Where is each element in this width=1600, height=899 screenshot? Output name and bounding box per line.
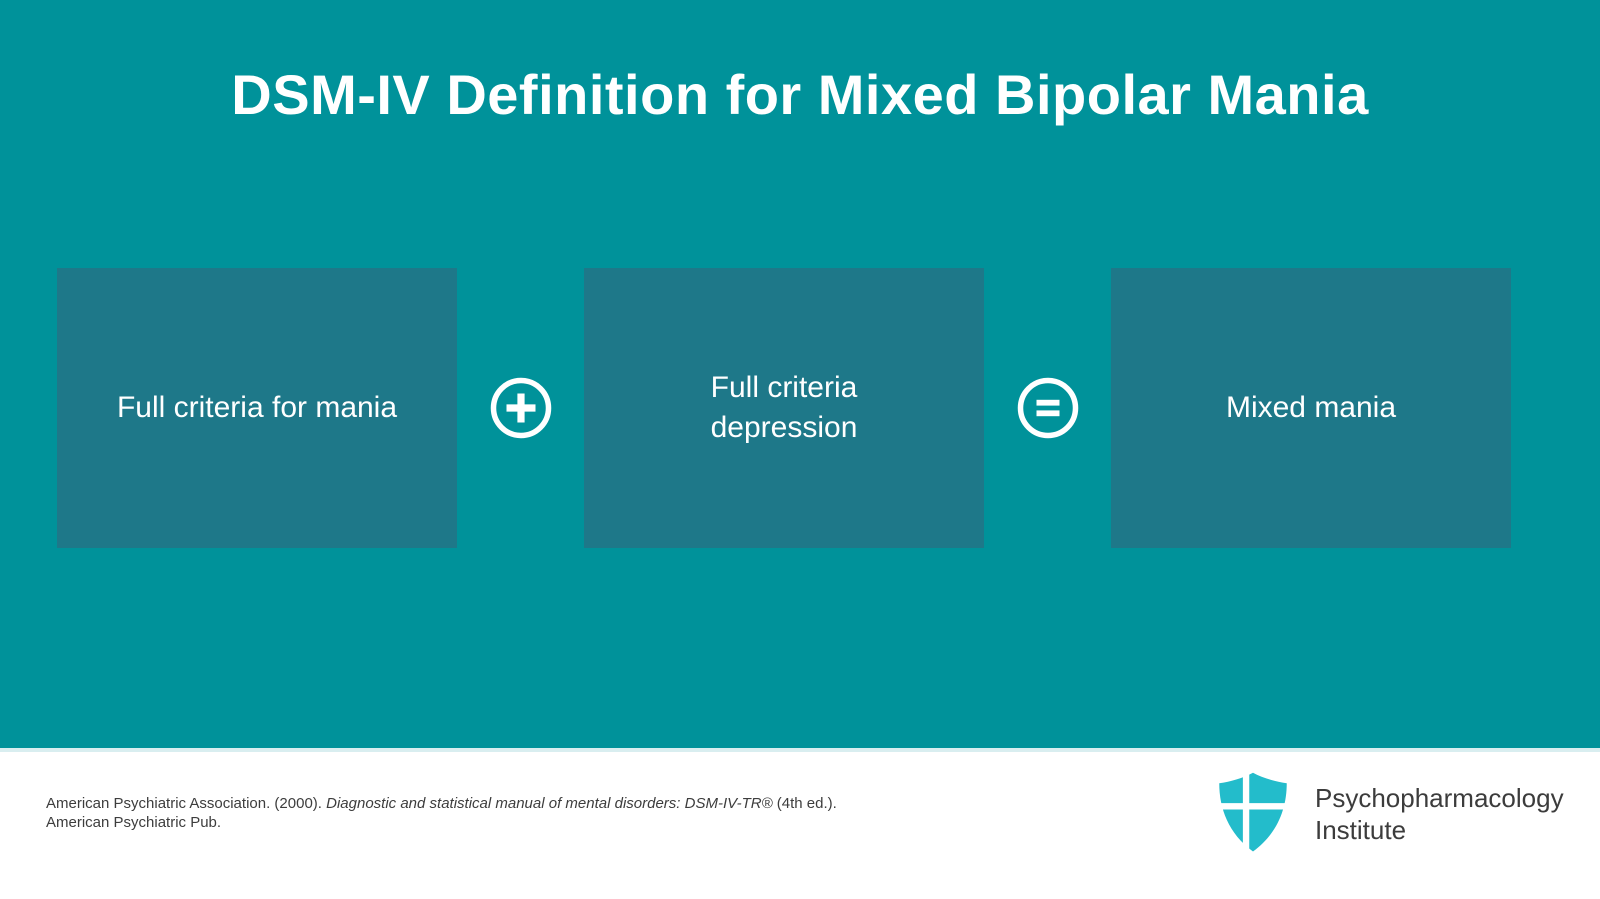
citation: American Psychiatric Association. (2000)… [46, 794, 837, 832]
plus-icon [490, 377, 551, 439]
equals-operator [984, 377, 1111, 439]
citation-text: American Psychiatric Association. (2000)… [46, 795, 327, 812]
footer: American Psychiatric Association. (2000)… [0, 752, 1600, 899]
logo: Psychopharmacology Institute [1215, 772, 1564, 856]
logo-line1: Psychopharmacology [1315, 783, 1564, 813]
logo-line2: Institute [1315, 815, 1407, 845]
equation-row: Full criteria for mania Full criteria de… [57, 268, 1511, 548]
equals-icon [1017, 377, 1078, 439]
box-full-criteria-depression: Full criteria depression [584, 268, 984, 548]
page-title: DSM-IV Definition for Mixed Bipolar Mani… [231, 63, 1369, 126]
logo-text: Psychopharmacology Institute [1315, 782, 1564, 846]
box-label: Full criteria for mania [116, 390, 398, 424]
box-mixed-mania: Mixed mania [1111, 268, 1511, 548]
box-full-criteria-mania: Full criteria for mania [57, 268, 457, 548]
box-label: Mixed mania [1225, 390, 1397, 424]
citation-title-italic: Diagnostic and statistical manual of men… [326, 795, 773, 812]
shield-logo-icon [1215, 772, 1291, 856]
box-label: Full criteria depression [710, 370, 858, 445]
slide-body: DSM-IV Definition for Mixed Bipolar Mani… [0, 0, 1600, 752]
citation-edition: (4th ed.). [772, 795, 837, 812]
plus-operator [457, 377, 584, 439]
citation-publisher: American Psychiatric Pub. [46, 814, 222, 831]
